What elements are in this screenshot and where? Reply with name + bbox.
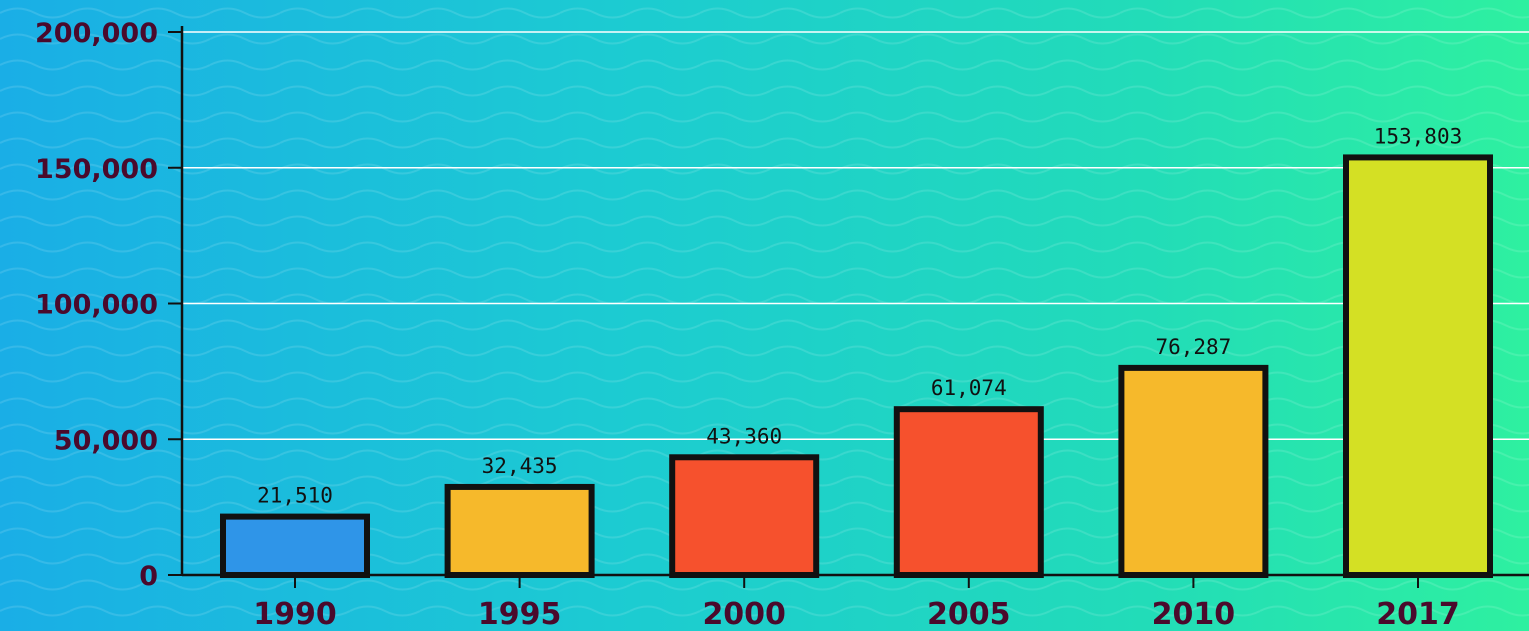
y-tick-label: 50,000: [54, 425, 158, 456]
data-label: 76,287: [1155, 335, 1231, 359]
x-tick-label: 1995: [478, 597, 562, 631]
bar: [1118, 364, 1269, 578]
data-label: 32,435: [482, 454, 558, 478]
x-tick-label: 2005: [927, 597, 1011, 631]
x-tick-label: 2017: [1376, 597, 1460, 631]
x-tick-label: 1990: [253, 597, 337, 631]
bar: [444, 483, 595, 578]
x-tick-label: 2010: [1152, 597, 1236, 631]
y-tick-label: 150,000: [35, 154, 158, 185]
data-label: 61,074: [931, 376, 1007, 400]
data-label: 21,510: [257, 484, 333, 508]
axes: [168, 26, 1529, 588]
gridlines: [182, 31, 1529, 440]
x-tick-label: 2000: [702, 597, 786, 631]
bar: [220, 513, 370, 578]
bars: [220, 154, 1493, 578]
bar: [893, 406, 1044, 578]
labels: 0 50,000 100,000 150,000 200,000 21,510 1990 32…: [35, 18, 1462, 631]
y-tick-label: 0: [139, 561, 158, 592]
data-label: 43,360: [706, 424, 782, 448]
y-tick-label: 200,000: [35, 18, 158, 49]
bar: [1343, 154, 1493, 578]
bar: [669, 454, 820, 578]
data-label: 153,803: [1374, 124, 1463, 148]
y-tick-label: 100,000: [35, 290, 158, 321]
